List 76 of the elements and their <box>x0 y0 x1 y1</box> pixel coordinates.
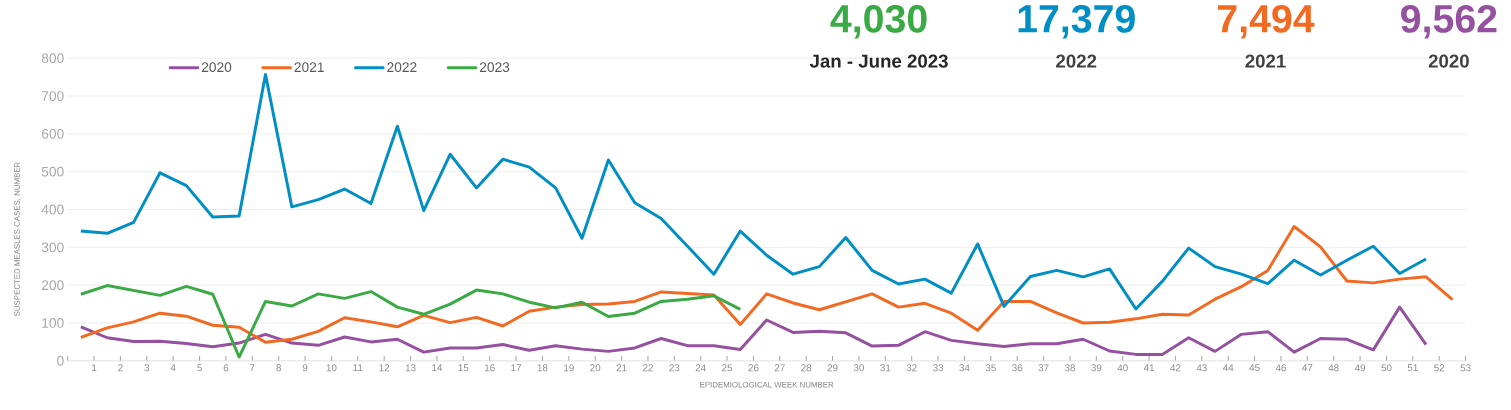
x-tick-label: 27 <box>774 364 785 372</box>
x-tick-label: 33 <box>932 364 944 372</box>
legend-label: 2021 <box>294 62 324 72</box>
x-tick-label: 2 <box>118 364 123 372</box>
x-tick-label: 23 <box>669 364 680 372</box>
x-tick-label: 29 <box>827 364 838 372</box>
x-tick-label: 34 <box>959 364 970 372</box>
x-tick-label: 8 <box>276 364 281 372</box>
x-tick-label: 4 <box>170 364 176 371</box>
x-tick-label: 45 <box>1249 364 1260 372</box>
x-tick-label: 22 <box>642 364 653 372</box>
x-tick-label: 15 <box>458 364 469 372</box>
x-tick-label: 21 <box>616 364 627 372</box>
x-tick-label: 17 <box>511 364 522 371</box>
x-tick-label: 36 <box>1012 364 1023 372</box>
text: 9,562 <box>1401 4 1497 39</box>
x-tick-label: 16 <box>484 364 495 372</box>
text: 7,494 <box>1218 4 1315 39</box>
x-tick-label: 7 <box>250 364 255 371</box>
x-tick-label: 44 <box>1222 364 1234 371</box>
y-tick-label: 600 <box>41 128 64 139</box>
y-tick-label: 700 <box>41 91 64 101</box>
x-tick-label: 35 <box>985 364 996 372</box>
annotation: 2021 <box>1245 54 1286 68</box>
x-tick-label: 52 <box>1434 364 1445 372</box>
x-tick-label: 6 <box>223 364 229 372</box>
legend-label: 2023 <box>479 62 510 72</box>
y-tick-label: 800 <box>41 53 64 63</box>
line-series <box>79 305 1428 356</box>
x-tick-label: 53 <box>1460 364 1471 372</box>
x-tick-label: 39 <box>1091 364 1102 372</box>
x-tick-label: 5 <box>197 364 202 372</box>
x-tick-label: 12 <box>379 364 390 372</box>
x-tick-label: 48 <box>1328 364 1339 372</box>
x-tick-label: 9 <box>302 364 308 372</box>
x-tick-label: 30 <box>853 364 865 372</box>
x-tick-label: 19 <box>564 364 574 372</box>
annotation: 2022 <box>1056 54 1097 68</box>
x-tick-label: 13 <box>405 364 416 372</box>
legend-label: 2020 <box>201 62 232 72</box>
x-tick-label: 37 <box>1038 364 1049 372</box>
x-tick-label: 42 <box>1170 364 1181 372</box>
text: 17,379 <box>1018 4 1135 39</box>
x-tick-label: 25 <box>722 364 733 372</box>
x-tick-label: 24 <box>695 364 706 372</box>
annotation: 2020 <box>1428 54 1469 68</box>
x-tick-label: 11 <box>353 364 363 371</box>
x-tick-label: 20 <box>590 364 601 372</box>
x-tick-label: 43 <box>1196 364 1207 372</box>
x-tick-label: 18 <box>537 364 548 372</box>
y-tick-label: 300 <box>41 242 64 253</box>
x-tick-label: 28 <box>801 364 812 372</box>
x-tick-label: 26 <box>748 364 759 372</box>
x-tick-label: 49 <box>1354 364 1366 372</box>
y-tick-label: 200 <box>41 280 64 290</box>
x-tick-label: 38 <box>1064 364 1075 372</box>
x-tick-label: 40 <box>1117 364 1128 372</box>
x-tick-label: 46 <box>1275 364 1286 372</box>
x-tick-label: 41 <box>1143 364 1155 371</box>
y-tick-label: 100 <box>42 318 64 328</box>
x-tick-label: 32 <box>906 364 917 372</box>
x-tick-label: 50 <box>1381 364 1392 372</box>
y-tick-label: 0 <box>57 355 64 366</box>
y-tick-label: 500 <box>41 166 64 177</box>
legend-label: 2022 <box>387 62 417 72</box>
x-tick-label: 3 <box>144 364 150 372</box>
line-series <box>79 72 1428 311</box>
x-tick-label: 47 <box>1302 364 1313 371</box>
x-tick-label: 1 <box>92 364 97 371</box>
x-tick-label: 10 <box>326 364 337 372</box>
annotation: Jan - June 2023 <box>809 54 948 68</box>
x-tick-label: 51 <box>1407 364 1418 372</box>
y-tick-label: 400 <box>41 204 64 215</box>
x-tick-label: 14 <box>432 364 443 371</box>
text: 4,030 <box>830 4 927 39</box>
x-tick-label: 31 <box>880 364 891 372</box>
